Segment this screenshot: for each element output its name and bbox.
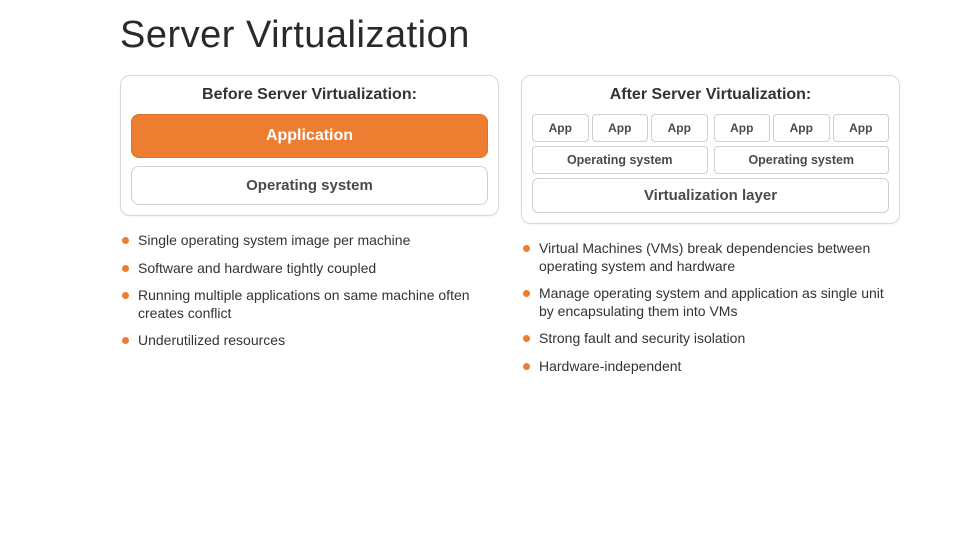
comparison-columns: Before Server Virtualization: Applicatio… bbox=[120, 75, 900, 385]
before-header: Before Server Virtualization: bbox=[131, 86, 488, 104]
app-row: App App App bbox=[532, 114, 708, 142]
bullet-item: Software and hardware tightly coupled bbox=[122, 260, 499, 278]
vm-os-label: Operating system bbox=[532, 146, 708, 174]
vm-stack: App App App Operating system bbox=[532, 114, 708, 174]
app-cell: App bbox=[532, 114, 589, 142]
bullet-item: Strong fault and security isolation bbox=[523, 330, 900, 348]
bullet-item: Hardware-independent bbox=[523, 358, 900, 376]
bullet-item: Running multiple applications on same ma… bbox=[122, 287, 499, 322]
bullet-item: Virtual Machines (VMs) break dependencie… bbox=[523, 240, 900, 275]
after-panel: After Server Virtualization: App App App… bbox=[521, 75, 900, 224]
before-column: Before Server Virtualization: Applicatio… bbox=[120, 75, 499, 385]
app-cell: App bbox=[714, 114, 771, 142]
app-cell: App bbox=[651, 114, 708, 142]
vm-grid: App App App Operating system App App App… bbox=[532, 114, 889, 174]
page-title: Server Virtualization bbox=[120, 14, 900, 57]
after-bullets: Virtual Machines (VMs) break dependencie… bbox=[523, 240, 900, 385]
app-cell: App bbox=[833, 114, 890, 142]
app-row: App App App bbox=[714, 114, 890, 142]
after-column: After Server Virtualization: App App App… bbox=[521, 75, 900, 385]
bullet-item: Single operating system image per machin… bbox=[122, 232, 499, 250]
vm-os-label: Operating system bbox=[714, 146, 890, 174]
before-bullets: Single operating system image per machin… bbox=[122, 232, 499, 360]
app-cell: App bbox=[773, 114, 830, 142]
bullet-item: Underutilized resources bbox=[122, 332, 499, 350]
vm-stack: App App App Operating system bbox=[714, 114, 890, 174]
virtualization-layer: Virtualization layer bbox=[532, 178, 889, 213]
app-cell: App bbox=[592, 114, 649, 142]
os-block: Operating system bbox=[131, 166, 488, 205]
after-header: After Server Virtualization: bbox=[532, 86, 889, 104]
bullet-item: Manage operating system and application … bbox=[523, 285, 900, 320]
application-block: Application bbox=[131, 114, 488, 158]
before-panel: Before Server Virtualization: Applicatio… bbox=[120, 75, 499, 216]
